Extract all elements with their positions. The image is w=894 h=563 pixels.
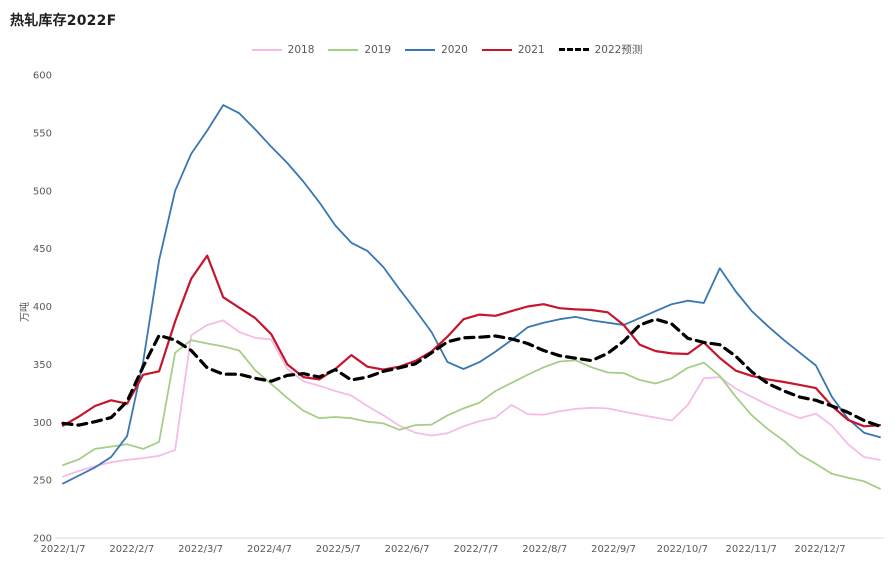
series-line-2018 bbox=[62, 319, 881, 478]
series-line-2021 bbox=[61, 254, 882, 428]
legend-swatch-2021 bbox=[481, 48, 512, 51]
legend: 2018 2019 2020 2021 2022预测 bbox=[0, 42, 894, 57]
y-axis-unit-label: 万吨 bbox=[18, 302, 31, 322]
legend-label: 2019 bbox=[364, 43, 392, 56]
legend-item-2020[interactable]: 2020 bbox=[405, 44, 468, 56]
y-tick-label: 300 bbox=[33, 418, 52, 429]
y-tick-label: 250 bbox=[33, 476, 52, 487]
x-tick-label: 2022/9/7 bbox=[591, 544, 636, 555]
x-tick-label: 2022/6/7 bbox=[385, 544, 430, 555]
y-tick-label: 350 bbox=[33, 360, 52, 371]
legend-label: 2022预测 bbox=[594, 44, 643, 56]
legend-label: 2021 bbox=[517, 43, 545, 56]
legend-label: 2020 bbox=[441, 43, 468, 56]
legend-swatch-2018 bbox=[251, 48, 282, 51]
x-tick-label: 2022/2/7 bbox=[109, 544, 154, 555]
x-tick-label: 2022/12/7 bbox=[794, 544, 845, 555]
y-tick-label: 450 bbox=[33, 244, 52, 255]
y-tick-label: 550 bbox=[33, 128, 52, 139]
legend-item-2018[interactable]: 2018 bbox=[251, 43, 315, 56]
legend-item-2019[interactable]: 2019 bbox=[328, 44, 391, 56]
x-tick-label: 2022/11/7 bbox=[726, 544, 777, 555]
legend-swatch-2022预测 bbox=[558, 48, 589, 51]
x-tick-label: 2022/7/7 bbox=[453, 544, 498, 555]
series-line-2022预测 bbox=[61, 317, 882, 428]
y-tick-label: 600 bbox=[33, 71, 52, 82]
series-line-2019 bbox=[62, 339, 881, 490]
x-tick-label: 2022/5/7 bbox=[316, 544, 361, 555]
x-tick-label: 2022/3/7 bbox=[178, 544, 223, 555]
legend-item-2021[interactable]: 2021 bbox=[481, 43, 545, 56]
legend-swatch-2020 bbox=[405, 48, 436, 51]
legend-swatch-2019 bbox=[328, 48, 359, 51]
legend-item-2022预测[interactable]: 2022预测 bbox=[558, 42, 643, 57]
x-tick-label: 2022/1/7 bbox=[41, 544, 86, 555]
x-tick-label: 2022/4/7 bbox=[247, 544, 292, 555]
x-tick-label: 2022/10/7 bbox=[657, 544, 708, 555]
y-tick-label: 400 bbox=[33, 302, 52, 313]
y-tick-label: 500 bbox=[33, 186, 52, 197]
legend-label: 2018 bbox=[287, 43, 315, 56]
series-line-2020 bbox=[62, 104, 881, 485]
chart-title: 热轧库存2022F bbox=[10, 13, 117, 29]
y-tick-label: 200 bbox=[33, 534, 52, 545]
x-tick-label: 2022/8/7 bbox=[522, 544, 567, 555]
